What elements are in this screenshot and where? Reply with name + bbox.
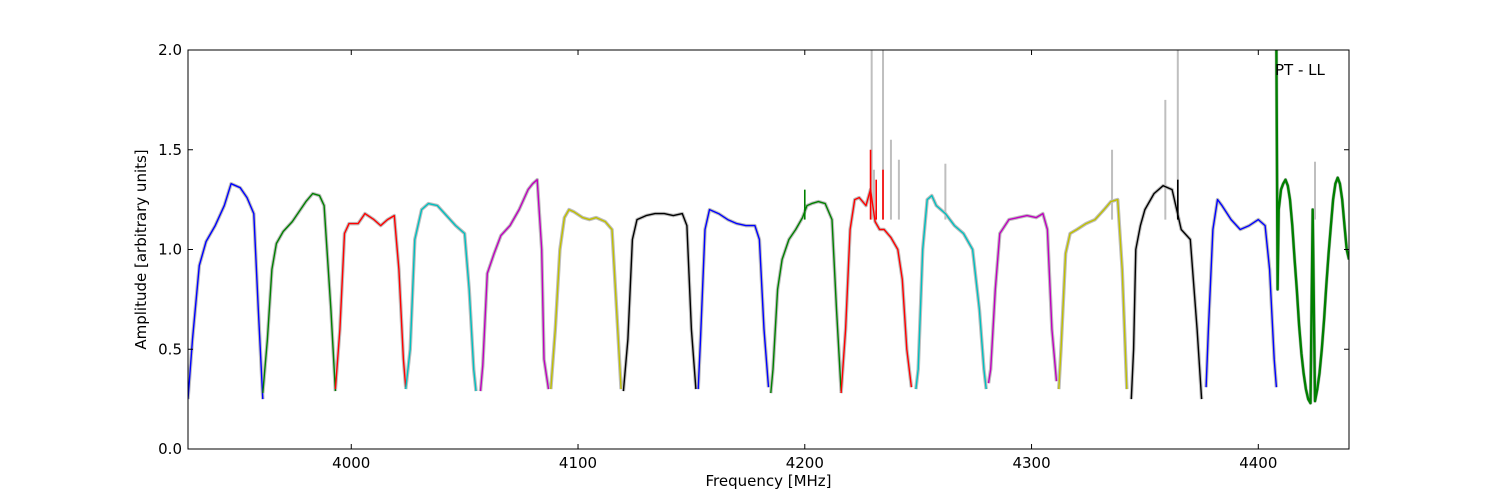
x-tick-label-3: 4300	[1012, 454, 1050, 472]
series-layer	[188, 50, 1349, 405]
series-line-5	[550, 208, 622, 390]
series-line-12	[1058, 198, 1128, 390]
y-tick-label-4: 2.0	[158, 41, 182, 59]
series-line-7	[697, 208, 770, 390]
series-line-11	[987, 212, 1058, 384]
background-trace-10	[914, 193, 988, 390]
plot-annotation: PT - LL	[1275, 61, 1326, 79]
x-tick-label-1: 4100	[559, 454, 597, 472]
series-line-14	[1205, 198, 1278, 388]
x-tick-label-4: 4400	[1239, 454, 1277, 472]
series-line-1	[262, 192, 337, 394]
x-axis-label: Frequency [MHz]	[705, 472, 831, 490]
series-line-0	[188, 183, 264, 400]
series-line-10	[915, 194, 987, 390]
y-tick-label-0: 0.0	[158, 440, 182, 458]
spike-layer	[803, 149, 1179, 220]
background-trace-12	[1057, 197, 1129, 390]
x-tick-label-0: 4000	[332, 454, 370, 472]
background-trace-4	[478, 177, 551, 392]
background-trace-8	[769, 199, 843, 394]
series-line-3	[405, 202, 477, 392]
y-tick-label-1: 0.5	[158, 340, 182, 358]
series-line-8	[770, 200, 842, 394]
background-trace-2	[333, 211, 408, 390]
series-line-6	[622, 212, 697, 392]
series-line-2	[334, 212, 407, 390]
background-trace	[188, 50, 1349, 405]
background-trace-6	[621, 211, 698, 392]
series-line-15	[1275, 50, 1349, 405]
background-trace-13	[1129, 183, 1204, 400]
plot-area	[187, 49, 1350, 450]
series-line-13	[1130, 185, 1203, 400]
series-line-4	[479, 179, 550, 392]
series-line-9	[840, 188, 913, 394]
background-trace-0	[188, 181, 265, 400]
axis-ticks: 4000 4100 4200 4300 4400 0.0 0.5 1.0 1.5 2.0	[158, 41, 1349, 472]
y-tick-label-3: 1.5	[158, 141, 182, 159]
y-axis-label: Amplitude [arbitrary units]	[132, 149, 150, 349]
y-tick-label-2: 1.0	[158, 241, 182, 259]
x-tick-label-2: 4200	[786, 454, 824, 472]
background-trace-1	[261, 191, 338, 394]
